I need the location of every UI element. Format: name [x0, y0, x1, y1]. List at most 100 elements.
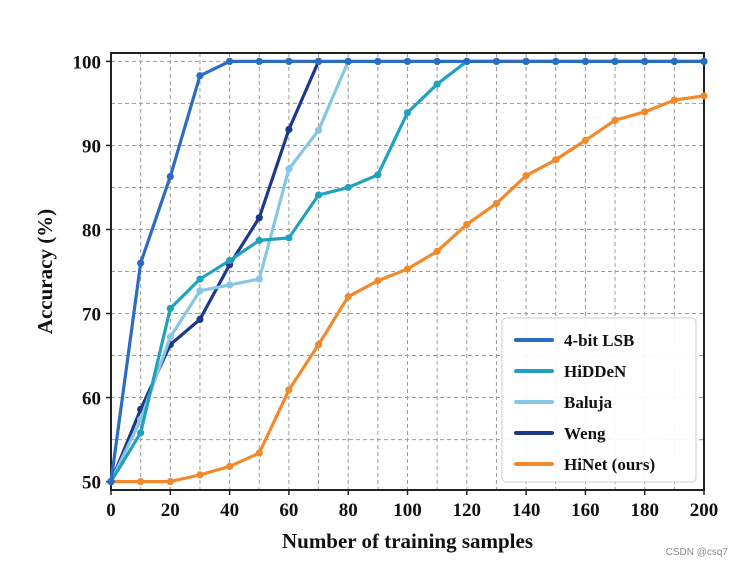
data-point-hidden — [285, 234, 293, 242]
y-tick-label: 80 — [82, 220, 101, 241]
data-point-weng — [255, 214, 263, 222]
data-point-hidden — [433, 80, 441, 88]
data-point-hinet-ours — [285, 386, 293, 394]
data-point-4-bit-lsb — [374, 57, 382, 66]
legend-item: Baluja — [514, 393, 613, 412]
data-point-hinet-ours — [374, 277, 382, 285]
data-point-4-bit-lsb — [463, 57, 471, 66]
x-axis-label: Number of training samples — [282, 529, 533, 553]
data-point-hidden — [137, 429, 145, 437]
data-point-hidden — [344, 183, 352, 192]
data-point-4-bit-lsb — [700, 57, 708, 66]
y-tick-label: 70 — [82, 305, 101, 326]
data-point-baluja — [285, 165, 293, 173]
legend-item: Weng — [514, 424, 606, 443]
x-tick-label: 200 — [690, 500, 719, 521]
data-point-hinet-ours — [196, 471, 204, 479]
data-point-4-bit-lsb — [107, 477, 115, 486]
data-point-4-bit-lsb — [137, 259, 145, 267]
data-point-hinet-ours — [226, 462, 234, 471]
x-tick-label: 120 — [453, 500, 482, 521]
data-point-4-bit-lsb — [166, 172, 174, 181]
data-point-hinet-ours — [137, 477, 145, 486]
series-hinet-ours — [107, 92, 708, 486]
legend-label: Baluja — [564, 393, 613, 412]
x-tick-label: 80 — [339, 500, 358, 521]
data-point-hidden — [196, 275, 204, 283]
data-point-weng — [196, 315, 204, 324]
y-tick-label: 90 — [82, 136, 101, 157]
data-point-hinet-ours — [166, 477, 174, 486]
data-point-4-bit-lsb — [433, 57, 441, 66]
legend-label: HiNet (ours) — [564, 455, 655, 474]
legend-label: 4-bit LSB — [564, 331, 634, 350]
legend-item: HiDDeN — [514, 362, 627, 381]
data-point-hidden — [374, 171, 382, 179]
x-tick-label: 160 — [571, 500, 600, 521]
data-point-baluja — [196, 287, 204, 295]
data-point-4-bit-lsb — [492, 57, 501, 66]
watermark: CSDN @csq7 — [665, 547, 728, 558]
legend-box — [501, 317, 697, 483]
series-line-weng — [109, 59, 321, 484]
data-point-baluja — [255, 275, 263, 283]
x-tick-label: 60 — [279, 500, 298, 521]
data-point-4-bit-lsb — [196, 72, 204, 80]
y-tick-label: 100 — [73, 52, 102, 73]
y-axis-label: Accuracy (%) — [33, 209, 57, 334]
data-point-baluja — [314, 126, 323, 134]
data-point-baluja — [226, 281, 234, 289]
y-tick-label: 50 — [82, 473, 101, 494]
x-tick-label: 20 — [161, 500, 180, 521]
legend-label: HiDDeN — [564, 362, 627, 381]
x-tick-label: 40 — [220, 500, 239, 521]
legend: 4-bit LSB HiDDeN Baluja Weng HiNet (ours) — [501, 317, 697, 483]
data-point-hidden — [166, 304, 174, 313]
x-tick-label: 140 — [512, 500, 541, 521]
legend-item: 4-bit LSB — [514, 331, 634, 350]
data-point-hinet-ours — [344, 293, 352, 301]
y-tick-label: 60 — [82, 389, 101, 410]
data-point-4-bit-lsb — [581, 57, 590, 66]
data-point-4-bit-lsb — [403, 57, 412, 66]
x-tick-label: 180 — [630, 500, 659, 521]
data-point-hinet-ours — [433, 247, 441, 255]
data-point-hinet-ours — [611, 116, 619, 124]
series-4-bit-lsb — [107, 57, 708, 486]
y-axis-ticks: 50 60 70 80 90 100 — [73, 52, 111, 494]
data-point-hidden — [314, 191, 323, 199]
data-point-weng — [285, 125, 293, 134]
data-point-4-bit-lsb — [670, 57, 678, 66]
data-point-4-bit-lsb — [344, 57, 352, 66]
data-point-baluja — [166, 333, 174, 341]
data-point-hinet-ours — [641, 108, 649, 116]
data-point-hinet-ours — [700, 92, 708, 100]
data-point-4-bit-lsb — [255, 57, 263, 66]
data-point-4-bit-lsb — [552, 57, 560, 66]
data-point-hidden — [226, 256, 234, 265]
x-tick-label: 100 — [393, 500, 422, 521]
data-point-4-bit-lsb — [641, 57, 649, 66]
data-point-hinet-ours — [552, 156, 560, 164]
data-point-hidden — [255, 236, 263, 245]
data-point-4-bit-lsb — [285, 57, 293, 66]
data-point-4-bit-lsb — [314, 57, 323, 66]
data-point-hinet-ours — [403, 265, 412, 273]
series-lines — [107, 57, 708, 486]
data-point-4-bit-lsb — [611, 57, 619, 66]
data-point-hinet-ours — [522, 172, 530, 180]
data-point-4-bit-lsb — [226, 57, 234, 66]
data-point-hinet-ours — [492, 199, 501, 208]
data-point-hinet-ours — [581, 136, 590, 144]
legend-label: Weng — [564, 424, 606, 443]
legend-item: HiNet (ours) — [514, 455, 655, 474]
x-tick-label: 0 — [106, 500, 116, 521]
data-point-4-bit-lsb — [522, 57, 530, 66]
data-point-hinet-ours — [670, 96, 678, 104]
data-point-hinet-ours — [463, 220, 471, 229]
data-point-hidden — [403, 109, 412, 117]
data-point-hinet-ours — [314, 341, 323, 349]
x-axis-ticks: 0 20 40 60 80 100 120 140 160 180 200 — [106, 490, 718, 521]
data-point-hinet-ours — [255, 449, 263, 457]
